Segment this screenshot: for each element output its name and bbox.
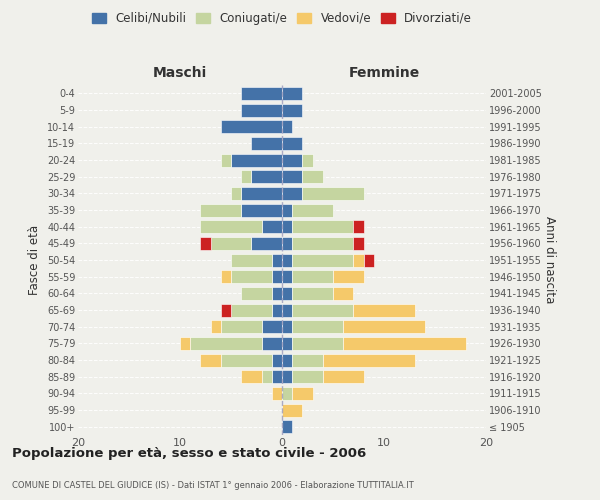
Legend: Celibi/Nubili, Coniugati/e, Vedovi/e, Divorziati/e: Celibi/Nubili, Coniugati/e, Vedovi/e, Di… (88, 8, 476, 28)
Bar (282, 170, 302, 183)
Bar (221, 304, 231, 316)
Bar (333, 287, 353, 300)
Bar (282, 320, 292, 333)
Bar (221, 320, 262, 333)
Bar (343, 320, 425, 333)
Bar (302, 170, 323, 183)
Bar (292, 254, 353, 266)
Bar (282, 87, 302, 100)
Bar (364, 254, 374, 266)
Bar (282, 254, 292, 266)
Bar (282, 270, 292, 283)
Bar (200, 204, 241, 216)
Bar (292, 304, 353, 316)
Bar (231, 304, 272, 316)
Bar (282, 370, 292, 383)
Bar (282, 237, 292, 250)
Bar (333, 270, 364, 283)
Text: Maschi: Maschi (153, 66, 207, 80)
Bar (282, 204, 292, 216)
Bar (241, 204, 282, 216)
Bar (262, 320, 282, 333)
Bar (292, 220, 353, 233)
Bar (292, 387, 313, 400)
Bar (180, 337, 190, 350)
Bar (241, 370, 262, 383)
Bar (282, 137, 302, 150)
Text: Femmine: Femmine (349, 66, 419, 80)
Bar (231, 270, 272, 283)
Bar (353, 254, 364, 266)
Bar (241, 170, 251, 183)
Bar (302, 154, 313, 166)
Bar (241, 187, 282, 200)
Bar (292, 237, 353, 250)
Bar (292, 287, 333, 300)
Y-axis label: Fasce di età: Fasce di età (28, 225, 41, 295)
Y-axis label: Anni di nascita: Anni di nascita (542, 216, 556, 304)
Bar (292, 337, 343, 350)
Bar (241, 104, 282, 117)
Bar (272, 354, 282, 366)
Bar (241, 87, 282, 100)
Bar (272, 287, 282, 300)
Bar (343, 337, 466, 350)
Text: Popolazione per età, sesso e stato civile - 2006: Popolazione per età, sesso e stato civil… (12, 448, 366, 460)
Bar (272, 304, 282, 316)
Bar (211, 237, 251, 250)
Bar (272, 254, 282, 266)
Bar (282, 154, 302, 166)
Bar (292, 354, 323, 366)
Bar (353, 237, 364, 250)
Bar (292, 204, 333, 216)
Bar (353, 220, 364, 233)
Bar (282, 420, 292, 433)
Bar (282, 387, 292, 400)
Bar (282, 120, 292, 133)
Bar (282, 104, 302, 117)
Bar (282, 337, 292, 350)
Bar (251, 137, 282, 150)
Bar (200, 354, 221, 366)
Bar (282, 304, 292, 316)
Bar (282, 187, 302, 200)
Bar (282, 220, 292, 233)
Bar (272, 270, 282, 283)
Bar (221, 270, 231, 283)
Bar (251, 170, 282, 183)
Bar (231, 254, 272, 266)
Bar (221, 154, 231, 166)
Bar (221, 120, 282, 133)
Bar (262, 220, 282, 233)
Bar (282, 404, 302, 416)
Bar (211, 320, 221, 333)
Bar (221, 354, 272, 366)
Bar (262, 337, 282, 350)
Bar (262, 370, 272, 383)
Bar (251, 237, 282, 250)
Bar (353, 304, 415, 316)
Bar (323, 354, 415, 366)
Bar (302, 187, 364, 200)
Bar (190, 337, 262, 350)
Bar (241, 287, 272, 300)
Bar (292, 370, 323, 383)
Bar (272, 370, 282, 383)
Bar (323, 370, 364, 383)
Bar (272, 387, 282, 400)
Bar (200, 220, 262, 233)
Bar (282, 354, 292, 366)
Bar (292, 320, 343, 333)
Text: COMUNE DI CASTEL DEL GIUDICE (IS) - Dati ISTAT 1° gennaio 2006 - Elaborazione TU: COMUNE DI CASTEL DEL GIUDICE (IS) - Dati… (12, 480, 414, 490)
Bar (292, 270, 333, 283)
Bar (231, 187, 241, 200)
Bar (282, 287, 292, 300)
Bar (200, 237, 211, 250)
Bar (231, 154, 282, 166)
